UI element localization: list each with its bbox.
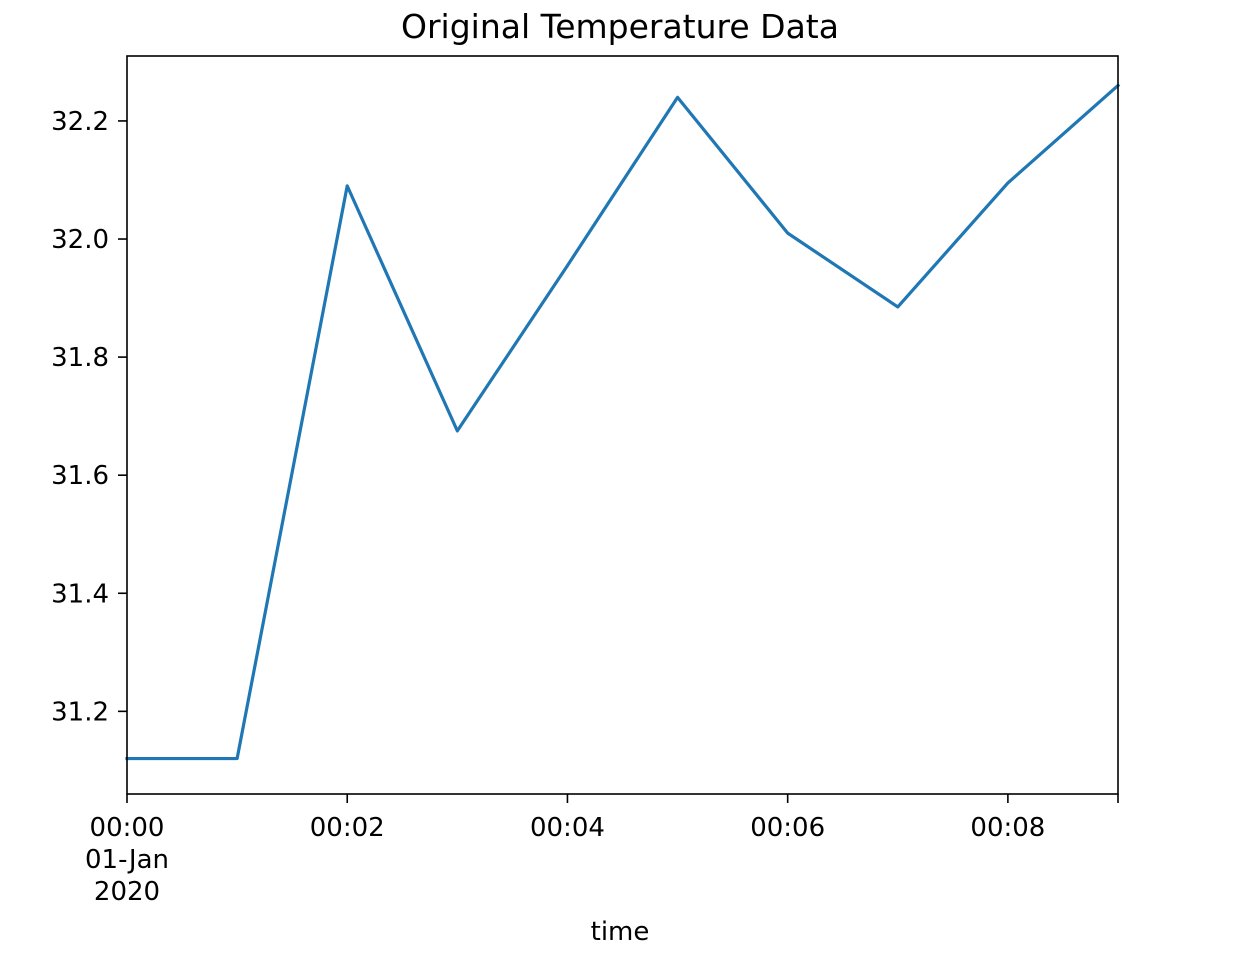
x-tick-label: 00:00 — [90, 813, 165, 843]
x-tick-label: 00:04 — [530, 813, 605, 843]
y-tick-label: 32.0 — [51, 225, 109, 255]
y-tick-label: 32.2 — [51, 107, 109, 137]
series-line-0 — [125, 83, 1121, 761]
y-tick-label: 31.2 — [51, 697, 109, 727]
y-tick-label: 31.6 — [51, 461, 109, 491]
x-axis-label: time — [591, 917, 650, 947]
axes-frame — [126, 55, 1119, 795]
y-tick-label: 31.4 — [51, 579, 109, 609]
plot-area — [125, 83, 1121, 761]
x-tick-label: 01-Jan — [85, 845, 169, 875]
x-tick-label: 00:06 — [750, 813, 825, 843]
x-tick-label: 00:08 — [970, 813, 1045, 843]
chart-title: Original Temperature Data — [401, 7, 839, 46]
y-tick-label: 31.8 — [51, 343, 109, 373]
y-axis: 31.2 31.4 31.6 31.8 32.0 32.2 — [51, 107, 127, 727]
x-tick-label: 00:02 — [310, 813, 385, 843]
x-tick-label: 2020 — [94, 877, 160, 907]
